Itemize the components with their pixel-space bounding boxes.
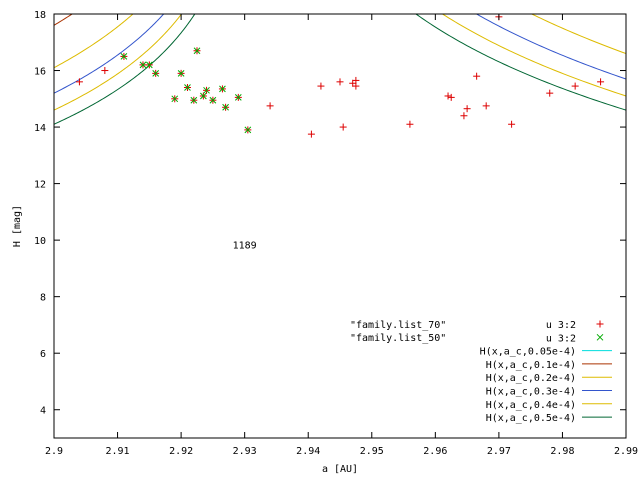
point-cross — [234, 94, 242, 101]
y-tick-label: 8 — [40, 293, 46, 304]
point-plus — [444, 92, 452, 100]
y-tick-label: 10 — [34, 236, 46, 247]
curve-H(x,a_c,0.1e-4) — [54, 14, 74, 26]
point-plus — [352, 82, 360, 90]
y-tick-label: 14 — [34, 123, 46, 134]
x-tick-label: 2.99 — [614, 446, 638, 457]
legend: "family.list_70" "family.list_50" u 3:2 u 3… — [350, 320, 612, 424]
legend-entry-label: H(x,a_c,0.3e-4) — [486, 387, 576, 398]
point-plus — [508, 120, 516, 128]
annotation-1189: 1189 — [233, 240, 257, 251]
x-tick-label: 2.97 — [487, 446, 511, 457]
x-tick-label: 2.95 — [360, 446, 384, 457]
x-tick-label: 2.93 — [233, 446, 257, 457]
point-plus — [75, 78, 83, 86]
point-cross — [200, 92, 207, 100]
y-tick-label: 18 — [34, 10, 46, 21]
point-cross — [219, 85, 226, 93]
y-tick-label: 4 — [40, 406, 46, 417]
data-points — [75, 14, 605, 138]
x-tick-label: 2.92 — [169, 446, 193, 457]
point-plus — [101, 67, 109, 75]
point-cross — [177, 70, 185, 77]
point-cross — [152, 70, 160, 77]
point-plus — [460, 112, 468, 120]
point-plus — [339, 123, 347, 131]
y-tick-label: 6 — [40, 349, 46, 360]
point-plus — [473, 72, 481, 80]
curve-H(x,a_c,0.4e-4) — [54, 14, 626, 111]
point-plus — [482, 102, 490, 110]
point-cross — [171, 95, 179, 103]
curve-H(x,a_c,0.5e-4) — [54, 14, 626, 125]
point-cross — [190, 96, 198, 104]
point-plus — [597, 78, 605, 86]
point-cross — [139, 61, 147, 69]
point-cross — [244, 126, 252, 134]
y-axis-label: H [mag] — [12, 205, 23, 247]
legend-file-label: "family.list_50" — [350, 333, 446, 344]
point-plus — [307, 130, 315, 138]
legend-entry-label: H(x,a_c,0.05e-4) — [480, 347, 576, 358]
curve-H(x,a_c,0.3e-4) — [54, 14, 626, 94]
point-cross — [203, 86, 210, 94]
legend-entry-label: u 3:2 — [546, 320, 576, 331]
legend-entry-label: u 3:2 — [546, 333, 576, 344]
point-cross — [145, 61, 153, 69]
point-cross — [222, 103, 229, 111]
x-tick-label: 2.91 — [106, 446, 130, 457]
axis-ticks: 2.9 2.91 2.92 2.93 2.94 2.95 2.96 2.97 2.98 2.99 4… — [34, 10, 638, 457]
x-tick-label: 2.94 — [296, 446, 320, 457]
point-cross — [193, 47, 201, 55]
point-plus — [406, 120, 414, 128]
legend-entry-label: H(x,a_c,0.4e-4) — [486, 400, 576, 411]
point-plus — [317, 82, 325, 90]
x-axis-label: a [AU] — [322, 464, 358, 475]
legend-entry-label: H(x,a_c,0.2e-4) — [486, 373, 576, 384]
point-plus — [571, 82, 579, 90]
legend-entry-label: H(x,a_c,0.1e-4) — [486, 360, 576, 371]
model-curves — [54, 14, 626, 125]
point-plus — [266, 102, 274, 110]
point-plus — [546, 89, 554, 97]
legend-marker-cross — [596, 333, 604, 341]
point-cross — [184, 84, 191, 91]
point-plus — [463, 105, 471, 113]
legend-file-label: "family.list_70" — [350, 320, 446, 331]
legend-entry-label: H(x,a_c,0.5e-4) — [486, 413, 576, 424]
point-plus — [336, 78, 344, 86]
point-cross — [120, 53, 128, 60]
y-tick-label: 16 — [34, 67, 46, 78]
plot-frame — [53, 13, 627, 439]
x-tick-label: 2.98 — [550, 446, 574, 457]
point-cross — [209, 96, 217, 104]
y-tick-label: 12 — [34, 180, 46, 191]
x-tick-label: 2.96 — [423, 446, 447, 457]
x-tick-label: 2.9 — [45, 446, 63, 457]
point-plus — [447, 93, 455, 101]
